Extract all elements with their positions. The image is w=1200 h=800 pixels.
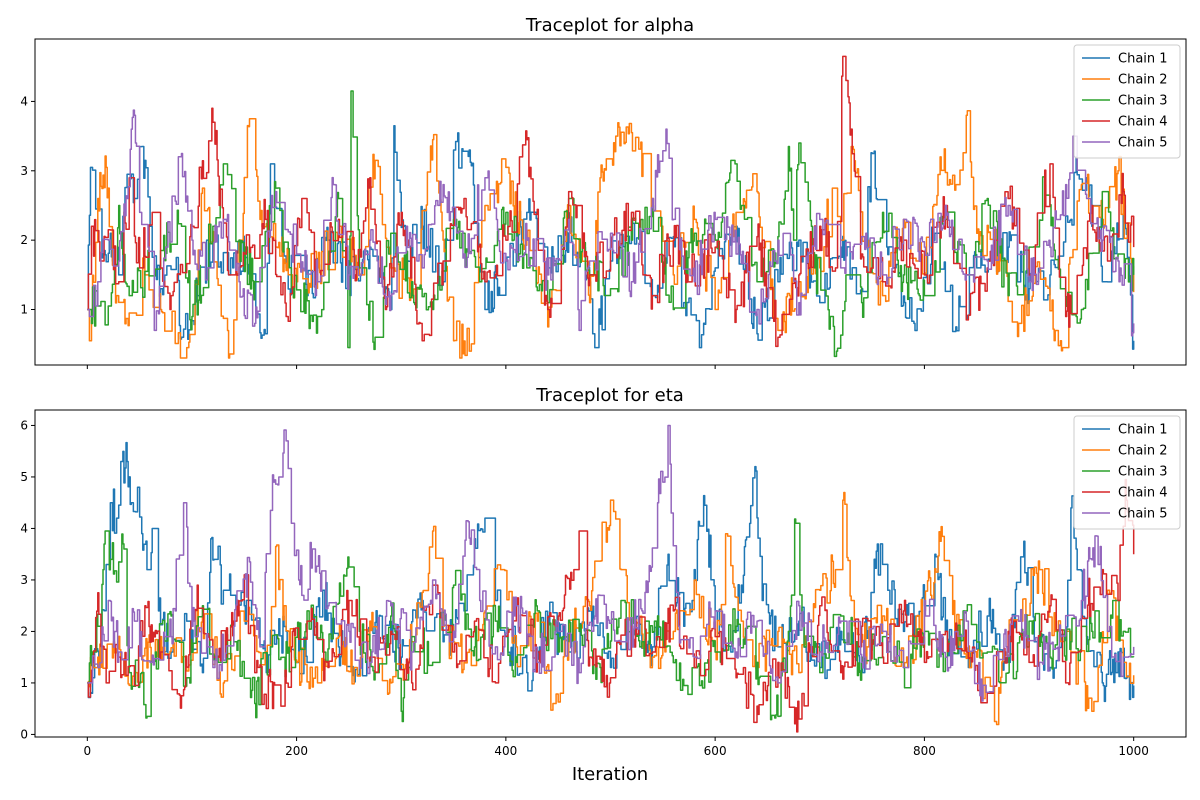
eta-plot-frame: [34, 409, 1187, 738]
x-axis-label: Iteration: [572, 764, 648, 785]
eta-x-tick-label: 0: [83, 744, 91, 758]
eta-chart-title: Traceplot for eta: [535, 385, 684, 406]
alpha-y-axis: 1 2 3 4: [20, 94, 35, 317]
eta-x-tick-label: 800: [913, 744, 936, 758]
eta-legend-label-chain-5: Chain 5: [1118, 507, 1168, 522]
alpha-series-line-chain-4: [87, 55, 1135, 348]
eta-traceplot-panel: Traceplot for eta 0 1 2 3 4 5 6 0 200 400 600 800 1…: [20, 385, 1187, 785]
eta-x-tick-label: 200: [285, 744, 308, 758]
eta-legend-box: [1073, 415, 1181, 530]
eta-legend-label-chain-1: Chain 1: [1118, 423, 1168, 438]
alpha-y-tick-label: 2: [20, 233, 28, 247]
alpha-chart-title: Traceplot for alpha: [525, 15, 694, 36]
alpha-legend-label-chain-2: Chain 2: [1118, 73, 1168, 88]
eta-series-line-chain-3: [87, 518, 1135, 723]
eta-legend: Chain 1 Chain 2 Chain 3 Chain 4 Chain 5: [1073, 415, 1181, 530]
alpha-series-line-chain-1: [87, 124, 1135, 350]
alpha-plot-frame: [34, 38, 1187, 366]
eta-y-tick-label: 5: [20, 470, 28, 484]
alpha-legend-label-chain-1: Chain 1: [1118, 52, 1168, 67]
eta-legend-label-chain-3: Chain 3: [1118, 465, 1168, 480]
eta-y-tick-label: 3: [20, 573, 28, 587]
eta-series-line-chain-5: [87, 424, 1135, 702]
eta-legend-label-chain-4: Chain 4: [1118, 486, 1168, 501]
eta-y-tick-label: 6: [20, 418, 28, 432]
eta-x-tick-label: 600: [704, 744, 727, 758]
eta-x-tick-label: 1000: [1118, 744, 1149, 758]
alpha-legend-label-chain-4: Chain 4: [1118, 115, 1168, 130]
eta-x-tick-label: 400: [494, 744, 517, 758]
alpha-legend-box: [1073, 44, 1181, 159]
alpha-legend: Chain 1 Chain 2 Chain 3 Chain 4 Chain 5: [1073, 44, 1181, 159]
eta-y-tick-label: 1: [20, 676, 28, 690]
alpha-legend-label-chain-3: Chain 3: [1118, 94, 1168, 109]
alpha-legend-label-chain-5: Chain 5: [1118, 136, 1168, 151]
eta-y-tick-label: 0: [20, 727, 28, 741]
alpha-y-tick-label: 4: [20, 94, 28, 108]
alpha-series-line-chain-3: [87, 90, 1135, 358]
alpha-y-tick-label: 1: [20, 303, 28, 317]
eta-y-tick-label: 2: [20, 624, 28, 638]
eta-x-axis: 0 200 400 600 800 1000: [83, 737, 1149, 758]
eta-y-tick-label: 4: [20, 521, 28, 535]
alpha-x-axis: [86, 365, 1135, 369]
alpha-series-layer: [87, 55, 1135, 359]
alpha-y-tick-label: 3: [20, 164, 28, 178]
eta-series-line-chain-2: [87, 491, 1135, 726]
eta-y-axis: 0 1 2 3 4 5 6: [20, 418, 35, 741]
eta-series-layer: [87, 424, 1135, 733]
eta-legend-label-chain-2: Chain 2: [1118, 444, 1168, 459]
alpha-series-line-chain-5: [87, 109, 1135, 337]
